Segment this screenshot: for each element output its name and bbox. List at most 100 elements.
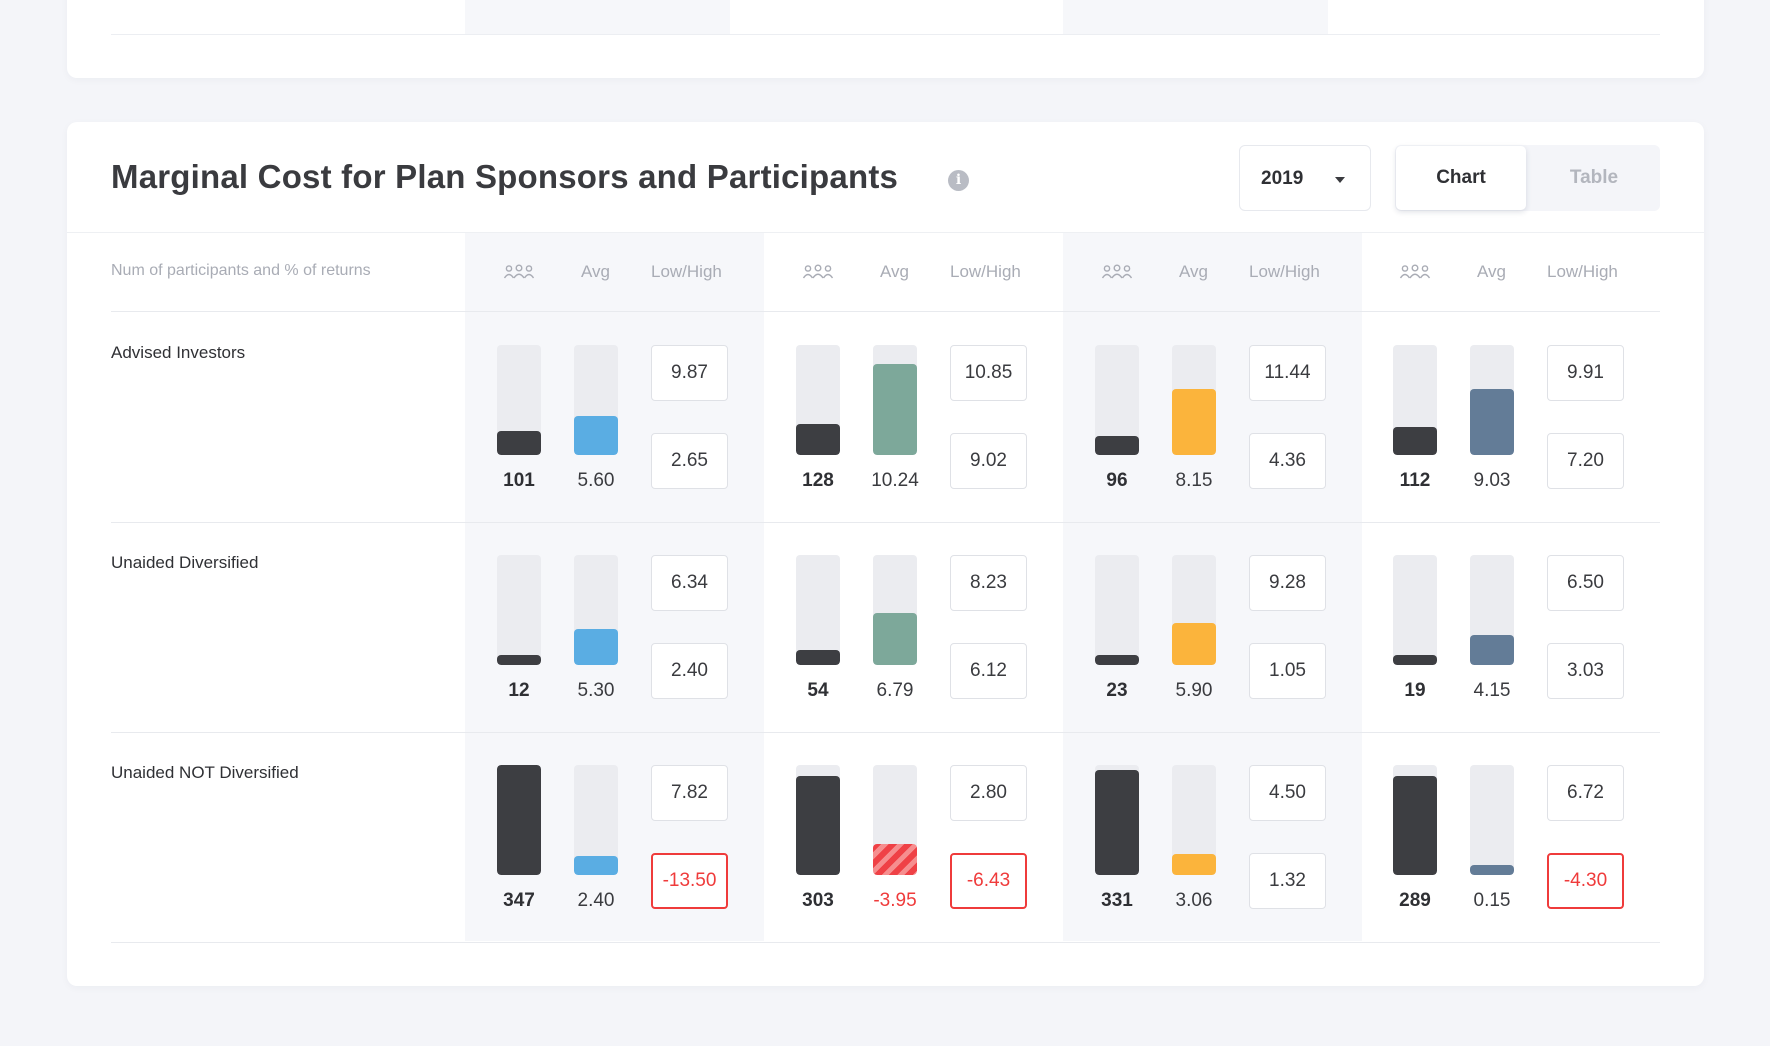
participants-value: 128 [802,470,834,491]
info-icon[interactable]: i [948,170,969,191]
avg-bar-fill [1172,389,1216,455]
column-shade [465,0,730,34]
avg-bar [873,345,917,455]
low-value-box: 2.40 [651,643,728,699]
participants-bar-fill [1393,427,1437,455]
high-value-box: 4.50 [1249,765,1326,821]
high-value-box: 10.85 [950,345,1027,401]
people-icon [503,264,535,279]
row-divider [111,732,1660,733]
chevron-down-icon [1335,177,1345,183]
avg-bar [574,765,618,875]
avg-value: 5.60 [577,470,615,491]
participants-bar-fill [796,776,840,875]
high-value-box: 8.23 [950,555,1027,611]
avg-bar-fill [574,416,618,455]
participants-bar [1393,765,1437,875]
participants-bar [1095,555,1139,665]
participants-bar [796,555,840,665]
participants-bar-fill [497,431,541,455]
low-value-box: -6.43 [950,853,1027,909]
high-value-box: 9.87 [651,345,728,401]
avg-value: 2.40 [577,890,615,911]
participants-bar-fill [1393,776,1437,875]
low-value-box: 2.65 [651,433,728,489]
row-label: Unaided Diversified [111,553,259,572]
low-high-column-header: Low/High [950,262,1021,281]
participants-bar [796,765,840,875]
participants-value: 96 [1106,470,1128,491]
people-icon [1399,264,1431,279]
avg-value: 5.30 [577,680,615,701]
avg-bar-fill [1172,854,1216,875]
row-divider [111,522,1660,523]
year-select[interactable]: 2019 [1239,145,1371,211]
avg-column-header: Avg [1179,262,1208,281]
avg-value: 8.15 [1175,470,1213,491]
table-tab[interactable]: Table [1569,167,1619,188]
avg-bar [873,765,917,875]
participants-bar [497,555,541,665]
divider [111,34,1660,35]
year-select-value: 2019 [1261,168,1304,189]
low-value-box: 1.05 [1249,643,1326,699]
low-value-box: 7.20 [1547,433,1624,489]
avg-bar [1470,555,1514,665]
avg-bar-fill [1172,623,1216,665]
avg-bar-fill [873,844,917,875]
row-divider [111,311,1660,312]
participants-value: 54 [807,680,829,701]
high-value-box: 6.72 [1547,765,1624,821]
column-shade [1063,0,1328,34]
avg-value: 6.79 [876,680,914,701]
low-high-column-header: Low/High [651,262,722,281]
avg-value: 5.90 [1175,680,1213,701]
participants-value: 101 [503,470,535,491]
participants-bar [1393,345,1437,455]
avg-bar-fill [1470,635,1514,665]
avg-value: 0.15 [1473,890,1511,911]
row-divider [111,942,1660,943]
participants-bar [1393,555,1437,665]
low-high-column-header: Low/High [1249,262,1320,281]
chart-tab[interactable]: Chart [1396,146,1526,210]
avg-column-header: Avg [880,262,909,281]
participants-value: 303 [802,890,834,911]
participants-bar-fill [796,424,840,455]
row-label: Unaided NOT Diversified [111,763,299,782]
participants-value: 331 [1101,890,1133,911]
low-value-box: -4.30 [1547,853,1624,909]
high-value-box: 6.50 [1547,555,1624,611]
avg-value: -3.95 [873,890,917,911]
avg-bar-fill [1470,865,1514,875]
avg-value: 10.24 [871,470,919,491]
low-value-box: 4.36 [1249,433,1326,489]
people-icon [1101,264,1133,279]
column-header-label: Num of participants and % of returns [111,262,371,279]
avg-bar [574,555,618,665]
avg-bar [873,555,917,665]
participants-bar-fill [796,650,840,665]
high-value-box: 9.28 [1249,555,1326,611]
avg-bar [574,345,618,455]
high-value-box: 2.80 [950,765,1027,821]
row-label: Advised Investors [111,343,246,362]
header-divider [67,232,1704,233]
avg-bar-fill [873,364,917,455]
avg-bar [1172,555,1216,665]
participants-bar-fill [1095,770,1139,875]
avg-bar [1470,345,1514,455]
avg-bar-fill [1470,389,1514,455]
avg-column-header: Avg [581,262,610,281]
participants-bar-fill [1095,436,1139,455]
low-value-box: 1.32 [1249,853,1326,909]
participants-bar [1095,765,1139,875]
participants-value: 19 [1404,680,1426,701]
avg-bar-fill [574,629,618,665]
low-value-box: 9.02 [950,433,1027,489]
avg-value: 4.15 [1473,680,1511,701]
avg-column-header: Avg [1477,262,1506,281]
low-value-box: 6.12 [950,643,1027,699]
participants-value: 112 [1399,470,1431,491]
avg-value: 3.06 [1175,890,1213,911]
